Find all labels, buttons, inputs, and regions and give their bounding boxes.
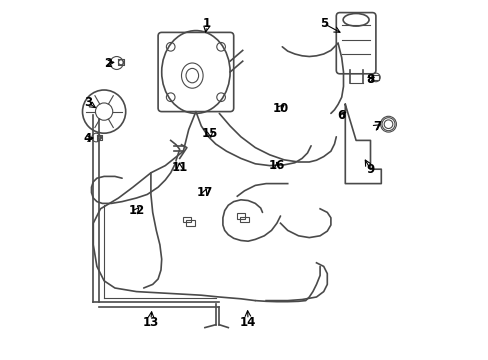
Bar <box>240 217 248 222</box>
Text: 2: 2 <box>103 57 112 69</box>
Bar <box>186 220 194 226</box>
Bar <box>236 213 244 219</box>
Text: 12: 12 <box>128 204 144 217</box>
Text: 3: 3 <box>83 96 92 109</box>
Text: 7: 7 <box>373 120 381 132</box>
Bar <box>182 217 191 222</box>
Text: 8: 8 <box>366 73 374 86</box>
Text: 5: 5 <box>319 17 327 30</box>
Text: 10: 10 <box>272 102 288 114</box>
Text: 17: 17 <box>196 186 213 199</box>
Text: 6: 6 <box>337 109 345 122</box>
Text: 16: 16 <box>268 159 285 172</box>
Text: 1: 1 <box>202 17 210 30</box>
Text: 13: 13 <box>142 316 159 329</box>
Text: 11: 11 <box>171 161 187 174</box>
Text: 15: 15 <box>202 127 218 140</box>
Text: 14: 14 <box>240 316 256 329</box>
Text: 4: 4 <box>83 132 92 145</box>
Text: 9: 9 <box>366 163 374 176</box>
